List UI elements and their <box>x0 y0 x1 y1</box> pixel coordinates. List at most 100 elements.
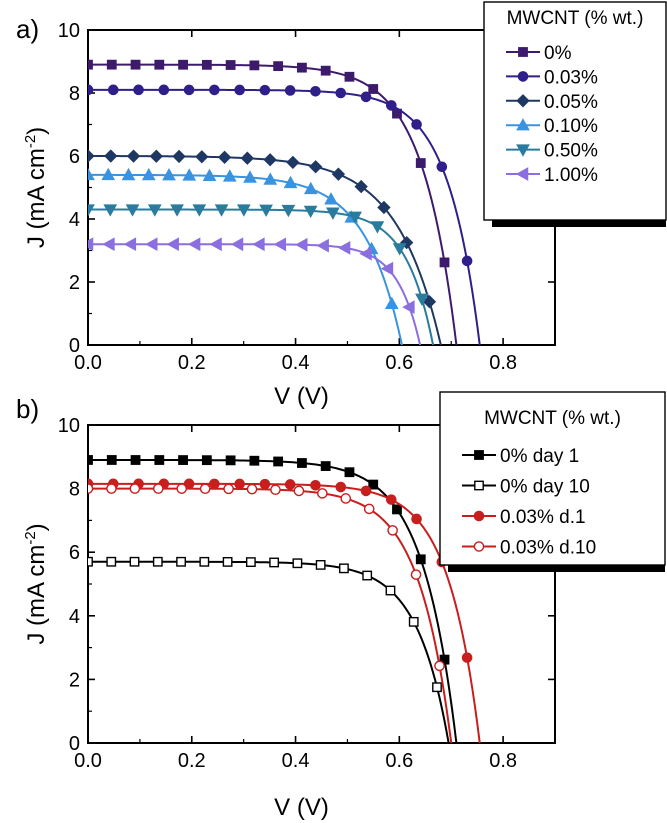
data-point <box>88 84 94 96</box>
data-point <box>295 237 308 252</box>
series-5 <box>88 237 422 345</box>
data-point <box>230 237 244 252</box>
data-point <box>434 660 445 672</box>
data-point <box>88 455 93 465</box>
data-point <box>192 204 207 217</box>
y-tick-label: 6 <box>69 542 80 564</box>
data-point <box>359 246 372 261</box>
legend-swatch-marker <box>516 144 530 157</box>
data-point <box>331 167 346 181</box>
data-point <box>415 293 429 307</box>
legend-entry-label: 1.00% <box>544 165 598 186</box>
x-tick-label: 0.8 <box>489 750 517 772</box>
data-point <box>152 556 163 567</box>
legend-entry-label: 0.03% d.1 <box>500 507 586 528</box>
data-point <box>103 204 118 217</box>
y-tick-label: 0 <box>69 335 80 357</box>
x-tick-label: 0.4 <box>282 352 310 374</box>
data-point <box>335 87 347 99</box>
legend: MWCNT (% wt.) 0% 0.03% 0.05% 0.10% 0.50% 1.00% <box>483 1 667 227</box>
data-point <box>408 616 419 627</box>
data-point <box>293 485 305 497</box>
data-point <box>461 652 473 663</box>
data-point <box>273 237 287 252</box>
data-point <box>415 158 426 168</box>
data-point <box>284 85 296 96</box>
data-point <box>201 455 212 466</box>
data-point <box>344 467 355 478</box>
data-point <box>243 170 257 183</box>
data-point <box>123 237 137 252</box>
data-point <box>178 455 188 465</box>
series-2 <box>88 149 442 345</box>
data-point <box>340 493 352 504</box>
data-point <box>439 257 450 268</box>
series-line <box>88 482 481 743</box>
data-point <box>106 59 117 70</box>
data-point <box>315 560 326 570</box>
legend-entry-label: 0.50% <box>544 141 598 162</box>
data-point <box>310 85 321 97</box>
data-point <box>166 237 179 252</box>
data-point <box>170 204 184 217</box>
y-tick-label: 8 <box>69 479 80 501</box>
data-point <box>195 150 209 164</box>
data-point <box>245 557 256 567</box>
legend-swatch-marker <box>515 167 529 181</box>
data-point <box>411 119 422 130</box>
data-point <box>354 179 368 194</box>
data-point <box>303 181 318 195</box>
data-point <box>286 155 300 170</box>
data-point <box>284 479 296 490</box>
legend-entry-label: 0.03% d.10 <box>500 538 596 559</box>
data-point <box>392 504 402 515</box>
data-point <box>259 204 273 217</box>
y-tick-label: 10 <box>58 20 80 42</box>
y-axis-label: J (mA cm-2) <box>22 127 50 248</box>
x-tick-label: 0.8 <box>489 352 517 374</box>
y-tick-label: 2 <box>69 272 80 294</box>
data-point <box>402 300 415 314</box>
data-point <box>252 237 265 252</box>
data-point <box>130 455 141 465</box>
data-point <box>101 167 116 181</box>
data-point <box>104 149 118 163</box>
legend-entry-label: 0% day 1 <box>500 446 579 467</box>
data-point <box>400 235 414 250</box>
data-point <box>344 71 355 82</box>
data-point <box>310 479 321 491</box>
data-point <box>217 150 232 164</box>
data-point <box>234 84 245 96</box>
y-tick-label: 4 <box>69 606 80 628</box>
data-point <box>384 296 399 310</box>
legend-title: MWCNT (% wt.) <box>484 408 621 429</box>
series-0 <box>88 59 458 345</box>
data-point <box>209 237 222 252</box>
data-point <box>209 84 220 96</box>
data-point <box>273 61 284 72</box>
data-point <box>88 237 94 252</box>
data-point <box>209 478 220 490</box>
series-3 <box>88 167 403 345</box>
data-point <box>199 483 211 495</box>
x-tick-label: 0.4 <box>282 750 310 772</box>
data-point <box>129 483 141 494</box>
legend-swatch-marker <box>517 71 529 82</box>
data-point <box>88 204 95 217</box>
chart-panel-a: 0.0 0.2 0.4 0.6 0.8 0 2 4 6 8 10 V (V) J (mA cm-2) a)… <box>16 1 667 410</box>
legend-swatch-marker <box>518 47 528 57</box>
legend-box <box>439 391 666 566</box>
data-point <box>292 558 303 569</box>
x-tick-label: 0.2 <box>178 352 206 374</box>
data-point <box>88 149 95 163</box>
data-point <box>360 91 372 103</box>
data-point <box>415 554 426 565</box>
data-point <box>223 483 234 495</box>
data-point <box>178 59 188 70</box>
series-line <box>88 208 435 345</box>
data-point <box>320 461 331 471</box>
data-point <box>297 458 307 468</box>
chart-panel-b: 0.0 0.2 0.4 0.6 0.8 0 2 4 6 8 10 V (V) J (mA cm-2) b)… <box>16 391 666 821</box>
data-point <box>147 204 162 217</box>
